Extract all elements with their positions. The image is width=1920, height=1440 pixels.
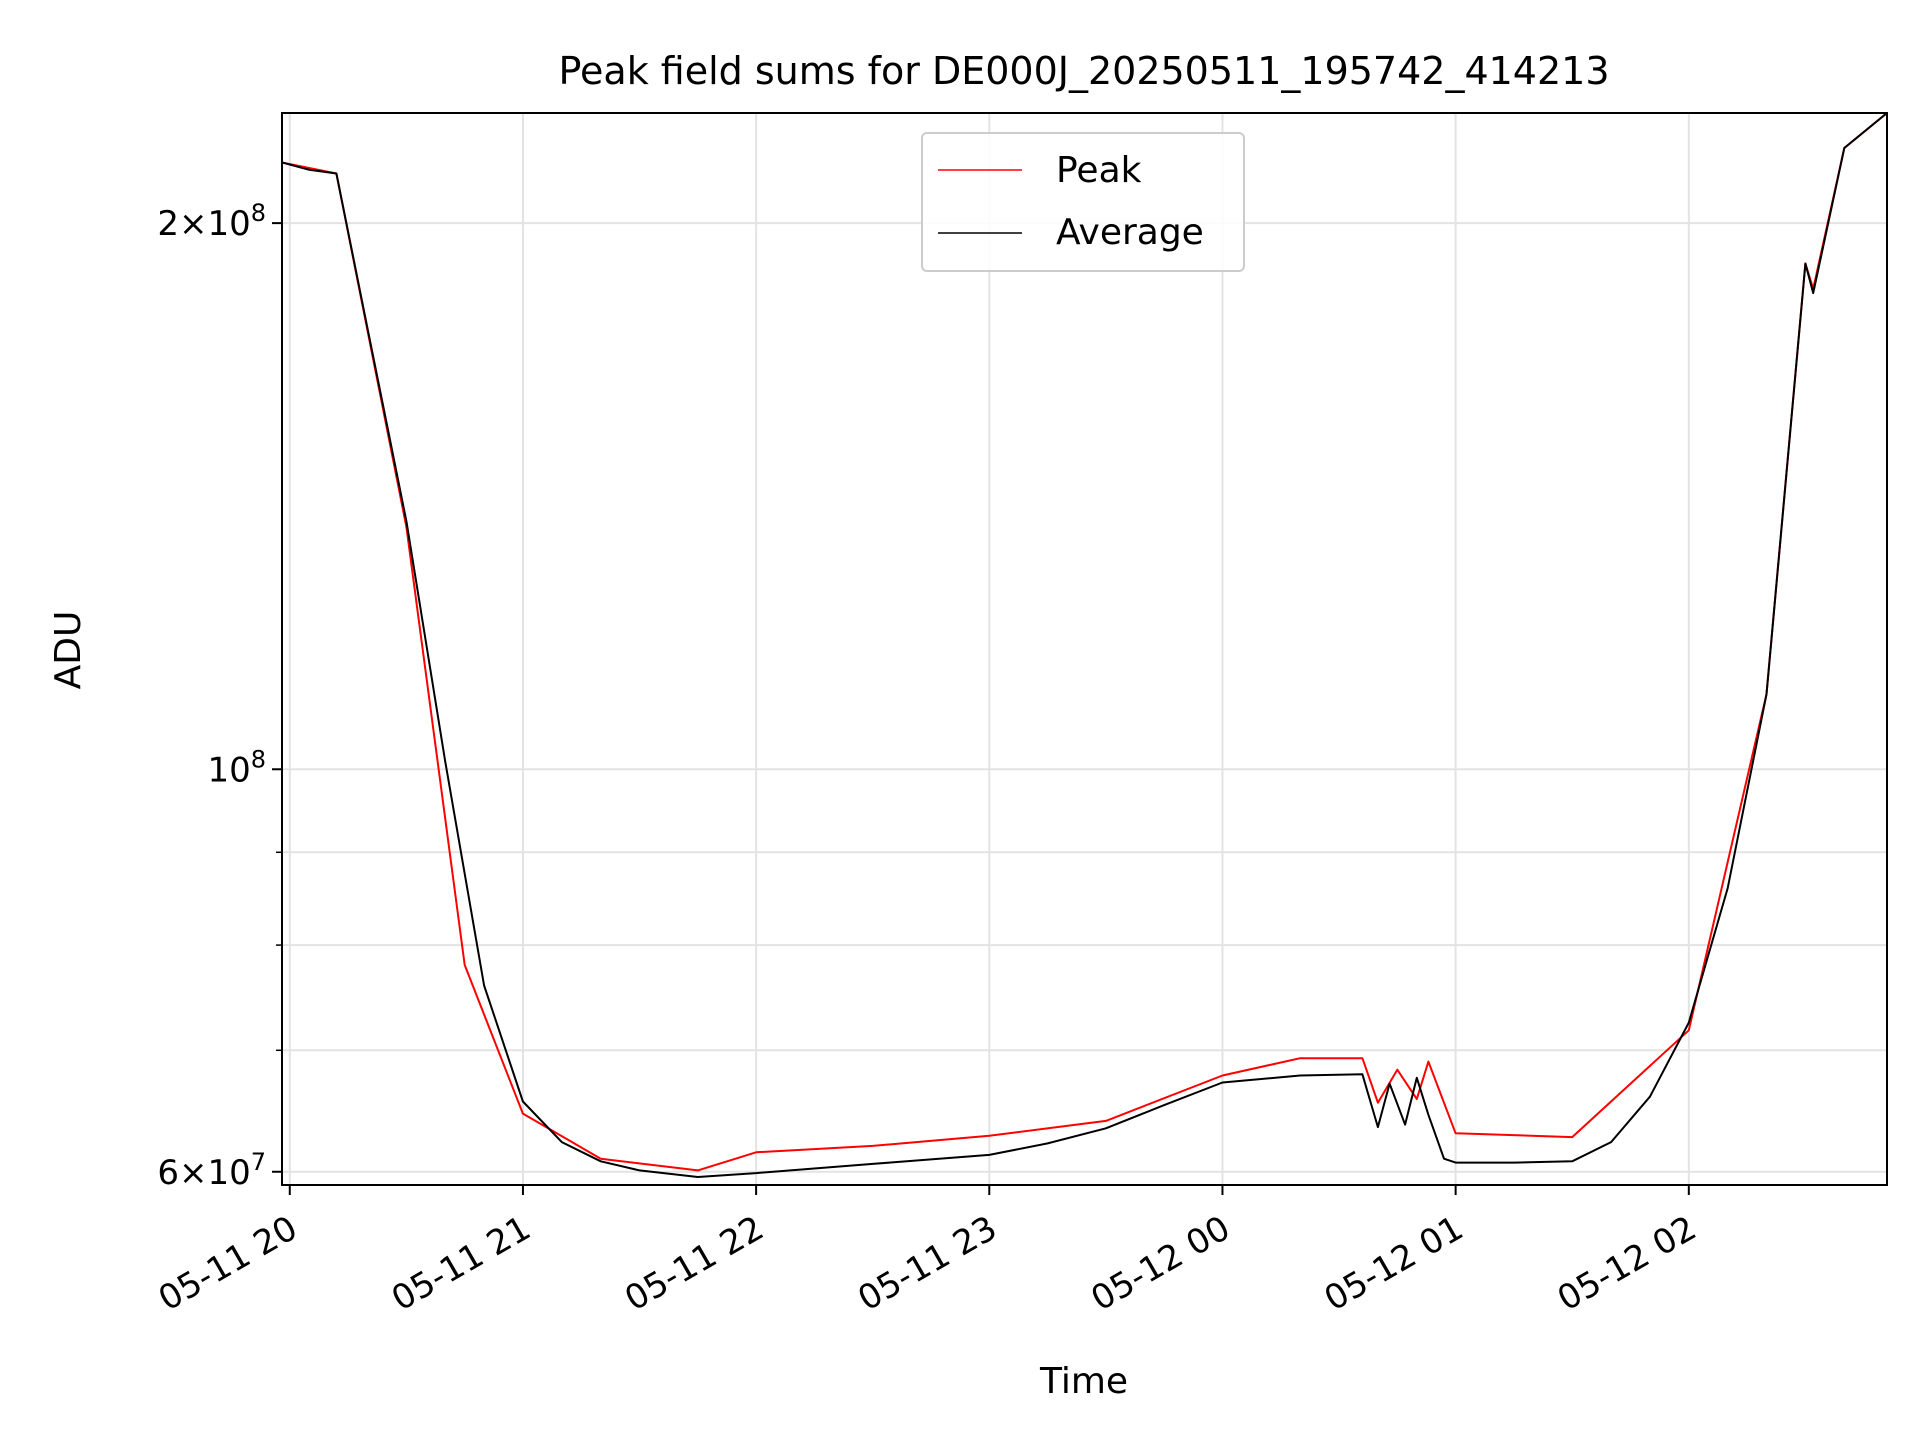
- x-axis: 05-11 20 05-11 21 05-11 22 05-11 23 05-12 00…: [152, 1185, 1703, 1319]
- plot-area-frame: [281, 112, 1888, 1186]
- chart-title: Peak field sums for DE000J_20250511_1957…: [558, 49, 1609, 93]
- x-axis-label: Time: [1039, 1361, 1128, 1402]
- legend-average-label: Average: [1056, 212, 1204, 253]
- series-line-peak: [282, 113, 1887, 1172]
- x-tick-label: 05-12 01: [1318, 1208, 1470, 1319]
- legend: Peak Average: [921, 132, 1245, 272]
- x-tick-label: 05-11 21: [385, 1208, 537, 1319]
- y-tick-label: 2×108: [157, 199, 266, 244]
- y-tick-label: 108: [207, 745, 266, 790]
- x-tick-label: 05-12 00: [1085, 1208, 1237, 1319]
- x-tick-label: 05-11 22: [618, 1208, 770, 1319]
- series-line-average: [282, 113, 1887, 1178]
- legend-peak-label: Peak: [1056, 150, 1142, 191]
- y-axis-label: ADU: [48, 611, 89, 690]
- legend-box: [921, 132, 1245, 272]
- x-tick-label: 05-12 02: [1551, 1208, 1703, 1319]
- y-axis: 6×107 108 2×108: [157, 199, 282, 1193]
- x-tick-label: 05-11 20: [152, 1208, 304, 1319]
- y-tick-label: 6×107: [157, 1148, 266, 1193]
- x-tick-label: 05-11 23: [851, 1208, 1003, 1319]
- grid: [282, 113, 1887, 1185]
- plot-series: [282, 113, 1887, 1178]
